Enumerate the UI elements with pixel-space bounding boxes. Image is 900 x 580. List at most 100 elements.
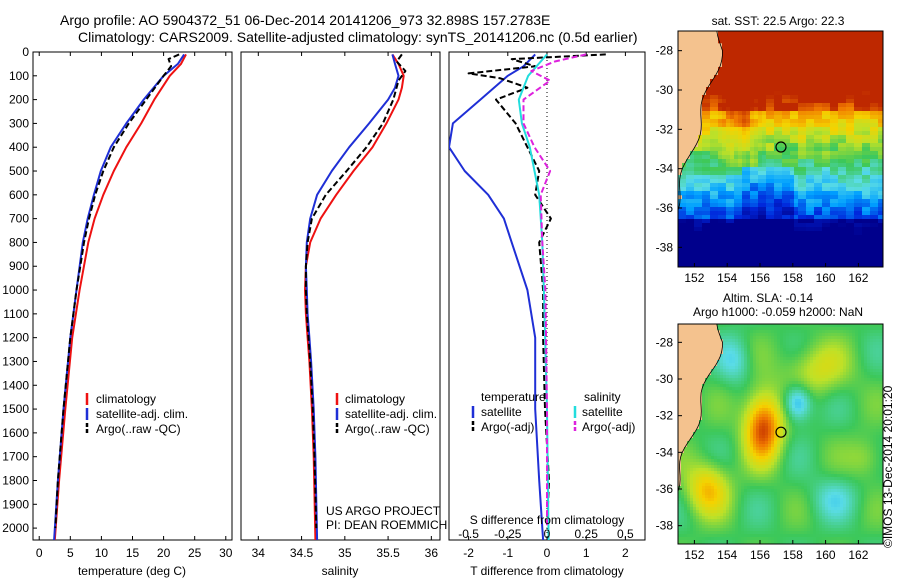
map-cell xyxy=(876,342,880,346)
map-cell xyxy=(866,231,871,236)
map-cell xyxy=(690,163,695,168)
map-cell xyxy=(814,107,819,112)
map-cell xyxy=(742,43,747,48)
map-cell xyxy=(686,255,691,260)
map-cell xyxy=(798,348,802,352)
map-cell xyxy=(710,247,715,252)
map-cell xyxy=(826,235,831,240)
map-cell xyxy=(864,423,868,427)
map-cell xyxy=(754,255,759,260)
map-cell xyxy=(726,235,731,240)
map-cell xyxy=(854,231,859,236)
map-cell xyxy=(765,354,769,358)
map-cell xyxy=(855,348,859,352)
map-cell xyxy=(866,51,871,56)
map-cell xyxy=(818,179,823,184)
map-cell xyxy=(730,47,735,52)
map-cell xyxy=(849,417,853,421)
map-cell xyxy=(846,251,851,256)
map-cell xyxy=(750,203,755,208)
map-cell xyxy=(717,390,721,394)
map-cell xyxy=(834,175,839,180)
map-cell xyxy=(706,99,711,104)
map-cell xyxy=(864,351,868,355)
map-cell xyxy=(726,175,731,180)
map-cell xyxy=(838,103,843,108)
map-cell xyxy=(822,91,827,96)
s-tick-label: 0.5 xyxy=(617,527,634,541)
map-cell xyxy=(855,381,859,385)
map-cell xyxy=(798,366,802,370)
map-cell xyxy=(732,396,736,400)
map-cell xyxy=(783,393,787,397)
map-cell xyxy=(762,47,767,52)
map-cell xyxy=(814,115,819,120)
map-cell xyxy=(861,339,865,343)
map-cell xyxy=(759,357,763,361)
map-cell xyxy=(782,95,787,100)
map-cell xyxy=(758,31,763,36)
map-cell xyxy=(862,207,867,212)
map-cell xyxy=(822,247,827,252)
map-cell xyxy=(818,175,823,180)
map-cell xyxy=(720,375,724,379)
map-cell xyxy=(762,135,767,140)
map-cell xyxy=(825,333,829,337)
map-cell xyxy=(838,115,843,120)
map-cell xyxy=(843,360,847,364)
map-cell xyxy=(783,363,787,367)
map-cell xyxy=(756,366,760,370)
map-cell xyxy=(798,247,803,252)
map-cell xyxy=(710,191,715,196)
project-annotation: US ARGO PROJECT xyxy=(326,504,441,518)
map-cell xyxy=(756,339,760,343)
map-cell xyxy=(822,219,827,224)
map-cell xyxy=(782,167,787,172)
map-cell xyxy=(690,255,695,260)
map-cell xyxy=(866,251,871,256)
map-cell xyxy=(789,423,793,427)
map-cell xyxy=(874,119,879,124)
map-cell xyxy=(722,179,727,184)
map-cell xyxy=(834,167,839,172)
map-cell xyxy=(747,339,751,343)
map-cell xyxy=(741,363,745,367)
map-cell xyxy=(774,345,778,349)
map-cell xyxy=(834,255,839,260)
map-cell xyxy=(795,336,799,340)
map-cell xyxy=(738,119,743,124)
map-cell xyxy=(750,83,755,88)
map-cell xyxy=(831,423,835,427)
map-cell xyxy=(879,357,883,361)
map-cell xyxy=(730,159,735,164)
map-cell xyxy=(814,203,819,208)
map-cell xyxy=(778,255,783,260)
map-cell xyxy=(738,187,743,192)
sla-map-image xyxy=(678,324,883,544)
map-cell xyxy=(738,239,743,244)
map-cell xyxy=(777,423,781,427)
map-cell xyxy=(754,167,759,172)
map-cell xyxy=(738,211,743,216)
map-cell xyxy=(790,195,795,200)
map-cell xyxy=(735,369,739,373)
map-cell xyxy=(732,345,736,349)
map-cell xyxy=(759,345,763,349)
map-cell xyxy=(726,99,731,104)
map-cell xyxy=(834,423,838,427)
map-cell xyxy=(786,363,790,367)
map-cell xyxy=(825,369,829,373)
map-cell xyxy=(783,336,787,340)
map-cell xyxy=(834,67,839,72)
map-cell xyxy=(750,375,754,379)
map-cell xyxy=(813,327,817,331)
map-cell xyxy=(843,351,847,355)
map-cell xyxy=(876,366,880,370)
map-cell xyxy=(834,127,839,132)
map-cell xyxy=(810,147,815,152)
map-cell xyxy=(770,87,775,92)
map-cell xyxy=(825,423,829,427)
map-cell xyxy=(850,155,855,160)
map-cell xyxy=(734,231,739,236)
map-cell xyxy=(722,151,727,156)
